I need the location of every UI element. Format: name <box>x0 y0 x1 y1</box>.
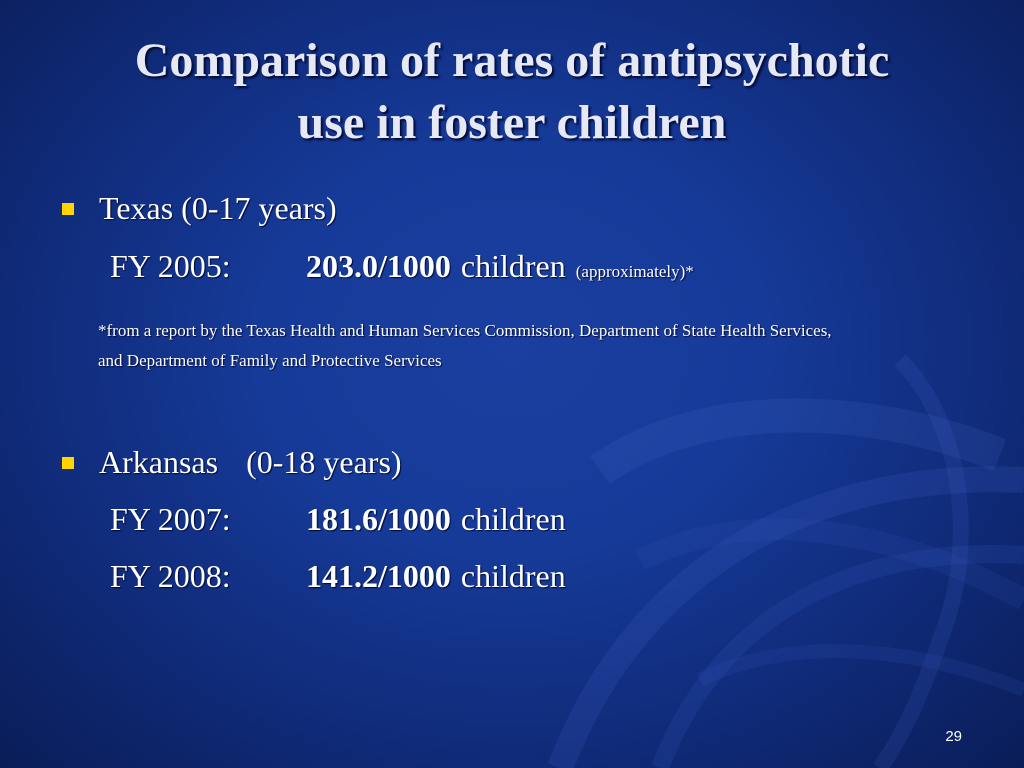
arkansas-fy2008-row: FY 2008: 141.2/1000 children <box>110 558 566 595</box>
bullet-arkansas-age-range: (0-18 years) <box>246 444 402 480</box>
arkansas-fy2007-row: FY 2007: 181.6/1000 children <box>110 501 566 538</box>
fy-rate: 141.2/1000 <box>306 558 451 594</box>
fy-note: (approximately)* <box>575 262 694 281</box>
footnote-line-2: and Department of Family and Protective … <box>98 351 442 370</box>
fy-unit: children <box>460 558 566 594</box>
bullet-arkansas: Arkansas (0-18 years) <box>62 444 402 481</box>
slide-title-line-1: Comparison of rates of antipsychotic <box>134 34 890 87</box>
bullet-square-icon <box>62 202 74 215</box>
fy-unit: children <box>460 248 566 284</box>
bullet-texas-label: Texas (0-17 years) <box>99 190 337 226</box>
bullet-arkansas-state: Arkansas <box>99 444 219 480</box>
footnote-line-1: *from a report by the Texas Health and H… <box>98 321 832 340</box>
fy-rate: 181.6/1000 <box>306 501 451 537</box>
fy-label: FY 2007: <box>110 501 231 537</box>
slide-title-line-2: use in foster children <box>297 96 727 149</box>
fy-rate: 203.0/1000 <box>306 248 451 284</box>
slide-number: 29 <box>945 728 962 745</box>
bullet-texas: Texas (0-17 years) <box>62 190 337 227</box>
texas-fy2005-row: FY 2005: 203.0/1000 children (approximat… <box>110 248 694 285</box>
fy-label: FY 2005: <box>110 248 231 284</box>
bullet-square-icon <box>62 456 74 469</box>
texas-footnote: *from a report by the Texas Health and H… <box>98 316 978 376</box>
fy-label: FY 2008: <box>110 558 231 594</box>
slide-title: Comparison of rates of antipsychotic use… <box>40 30 984 154</box>
fy-unit: children <box>460 501 566 537</box>
bullet-arkansas-label: Arkansas (0-18 years) <box>99 444 402 481</box>
